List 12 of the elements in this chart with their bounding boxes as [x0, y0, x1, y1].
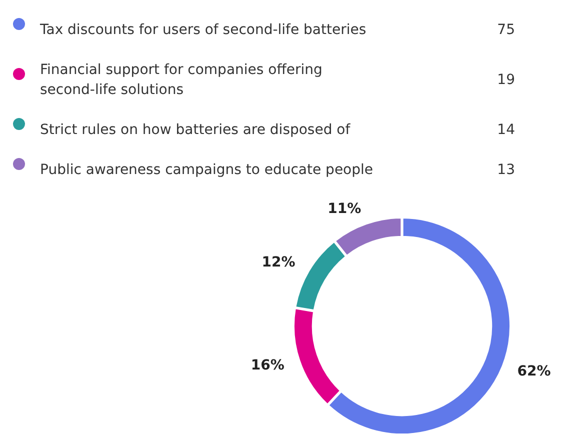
text: 75	[497, 22, 515, 38]
legend-label: Public awareness campaigns to educate people	[40, 162, 374, 178]
text: 13	[497, 162, 515, 178]
text: 14	[497, 122, 516, 138]
legend-label: Financial support for companies offering second-life solutions	[40, 62, 322, 98]
legend-label: Tax discounts for users of second-life batteries	[39, 22, 366, 38]
text: 19	[497, 72, 515, 88]
data-label: 12%	[262, 254, 296, 271]
data-label: 16%	[250, 357, 284, 374]
data-label: 11%	[328, 200, 362, 217]
legend-label: Strict rules on how batteries are disposed of	[40, 122, 352, 138]
data-label: 62%	[517, 363, 551, 380]
